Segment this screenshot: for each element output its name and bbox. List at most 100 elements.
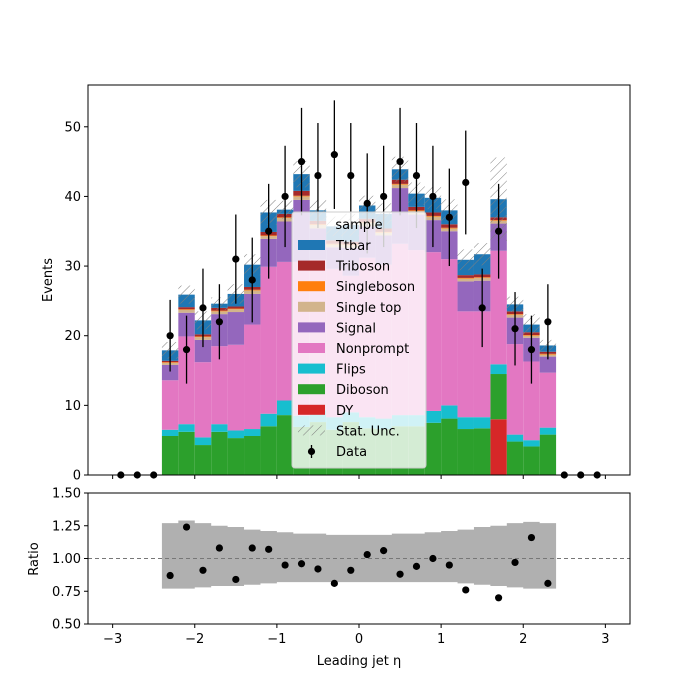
ratio-point [527,533,536,542]
legend-title: sample [335,218,382,233]
bar-diboson [539,434,557,475]
bar-single-top [227,309,245,313]
data-point [511,325,519,333]
ratio-y-ticks: 0.50 0.75 1.00 1.25 1.50 [52,487,88,633]
bar-flips [211,424,228,432]
bar-nonprompt [506,344,524,435]
ratio-point [511,558,519,567]
bar-diboson [473,428,491,475]
data-point [248,276,256,284]
legend-label: Triboson [335,260,390,275]
legend-label: DY [336,404,353,419]
data-point [182,346,191,354]
x-axis-label: Leading jet η [317,654,402,669]
bar-flips [227,430,245,439]
y-tick-label: 10 [64,399,81,414]
legend-label: Nonprompt [336,342,409,357]
data-point [478,304,486,312]
bar-diboson [178,431,195,475]
ratio-x-tick-label: 2 [519,632,527,647]
bar-flips [178,424,195,432]
y-tick-label: 30 [64,260,81,275]
legend-swatch-dy [298,404,325,415]
bar-diboson [441,418,458,475]
ratio-x-tick-label: 3 [601,632,609,647]
ratio-x-ticks: −3 −2 −1 0 1 2 3 [103,624,610,647]
bar-flips [424,410,442,423]
y-tick-label: 0 [73,469,81,484]
ratio-unc-band [161,520,557,589]
bar-nonprompt [539,372,557,428]
data-point [429,192,437,201]
y-tick-label: 40 [64,190,81,205]
bar-singleboson [457,277,474,279]
bar-diboson [260,426,277,475]
bar-diboson [211,431,228,475]
legend-swatch-nonprompt [298,343,325,353]
legend-swatch-stat-unc [298,425,325,436]
bar-singleboson [178,309,195,310]
ratio-point [429,554,437,563]
bar-flips [523,440,540,447]
stat-unc-box [178,285,195,304]
data-point [445,213,453,221]
ratio-y-tick-label: 1.00 [52,552,81,567]
ratio-point [281,561,289,569]
legend-label: Ttbar [335,239,371,254]
main-y-axis-label: Events [41,258,56,302]
ratio-x-tick-label: 1 [437,632,445,647]
bar-nonprompt [457,311,474,418]
legend-label: Singleboson [336,280,415,295]
data-point [495,227,503,235]
bar-flips [539,427,557,435]
bar-nonprompt [490,250,507,365]
ratio-point [215,544,223,552]
bar-flips [194,437,212,446]
bar-nonprompt [260,266,277,414]
ratio-point [495,594,503,602]
main-y-ticks: 0 10 20 30 40 50 [64,120,88,484]
legend-swatch-singleboson [298,281,325,292]
ratio-x-tick-label: 0 [355,632,363,647]
ratio-point [314,565,322,573]
bar-flips [473,417,491,429]
ratio-points [166,523,552,602]
ratio-point [297,560,306,568]
ratio-point [445,561,453,569]
ratio-panel: 0.50 0.75 1.00 1.25 1.50 −3 −2 −1 0 1 2 3 Ratio Le… [27,487,631,669]
ratio-y-tick-label: 1.25 [52,519,81,534]
legend-data-marker [307,447,316,456]
data-point [363,199,371,207]
stat-unc-box [457,249,474,271]
ratio-point [182,523,191,531]
bar-nonprompt [424,252,442,411]
bar-triboson [457,275,474,278]
bar-triboson [178,307,195,310]
data-point [544,318,552,326]
data-point [380,192,388,201]
y-tick-label: 50 [64,120,81,135]
bar-dy [490,419,507,475]
data-point [314,171,322,180]
bar-single-top [178,309,195,313]
legend-swatch-signal [298,322,325,333]
legend-swatch-flips [298,363,325,374]
bar-flips [490,364,507,375]
data-point [215,318,223,326]
legend-swatch-ttbar [298,240,325,250]
ratio-y-tick-label: 0.50 [52,618,81,633]
ratio-point [396,570,404,578]
bar-nonprompt [227,344,245,431]
bar-flips [260,413,277,427]
bar-flips [506,434,524,442]
legend-label: Flips [336,363,366,378]
legend: sample Ttbar Triboson Singleboson Single top… [291,211,427,469]
ratio-x-tick-label: −2 [185,632,204,647]
legend-swatch-single-top [298,301,325,312]
bar-diboson [506,441,524,475]
data-point [347,171,355,180]
bar-diboson [227,438,245,475]
ratio-point [232,575,240,584]
ratio-x-tick-label: −3 [103,632,122,647]
